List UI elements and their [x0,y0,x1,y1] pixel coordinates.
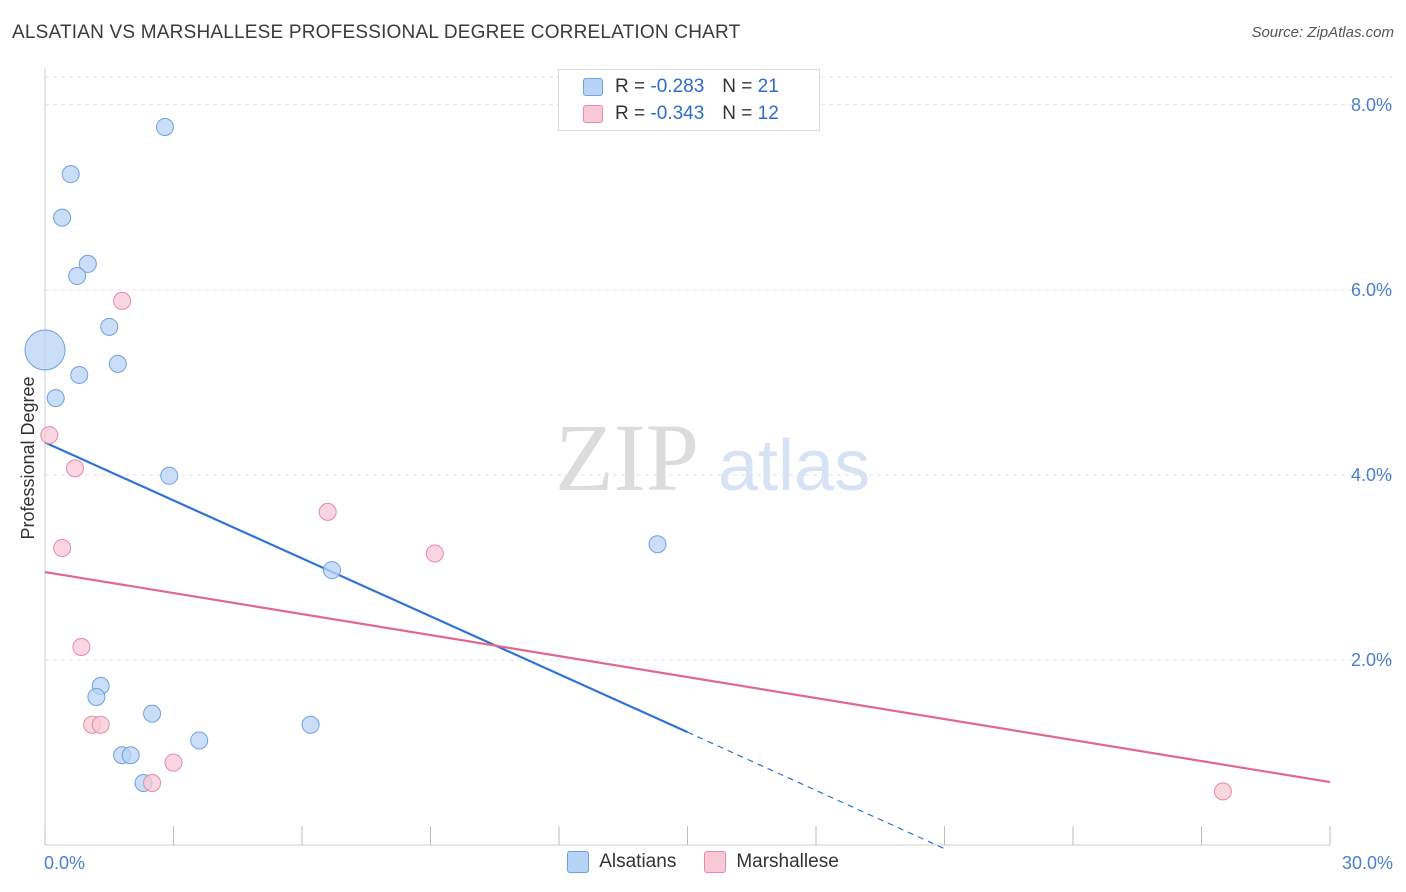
legend-r-value: -0.343 [650,103,705,124]
marshallese-point [425,544,444,563]
legend-row-marshallese: R = -0.343 N = 12 [583,101,779,127]
alsatian-point [70,365,89,384]
marshallese-point [113,291,132,310]
marshallese-point [72,637,91,656]
watermark-zip: ZIP [555,404,699,511]
series-legend-alsatians[interactable]: Alsatians [567,851,676,873]
alsatian-point [61,165,80,184]
y-tick-label: 8.0% [1351,95,1392,115]
x-tick-label-min: 0.0% [44,853,85,873]
alsatian-point [648,535,667,554]
alsatian-swatch [583,78,603,96]
marshallese-swatch [583,105,603,123]
alsatian-point [108,354,127,373]
marshallese-point [1213,782,1232,801]
alsatian-point [143,704,162,723]
tick-labels: 2.0% 4.0% 6.0% 8.0% 0.0% 30.0% [44,95,1393,873]
series-legend: Alsatians Marshallese [0,851,1406,873]
legend-n-label: N = [722,103,753,124]
alsatian-point [160,466,179,485]
data-points [24,117,1232,801]
marshallese-point [91,715,110,734]
alsatian-legend-label: Alsatians [599,851,677,872]
x-tick-label-max: 30.0% [1342,853,1393,873]
gridlines [45,76,1392,661]
marshallese-legend-swatch [704,851,727,873]
watermark: ZIP atlas [555,404,870,511]
alsatian-point [190,731,209,750]
marshallese-trend-line [44,570,1331,784]
legend-row-alsatians: R = -0.283 N = 21 [583,74,779,100]
alsatian-point [24,329,66,371]
series-legend-marshallese[interactable]: Marshallese [704,851,839,873]
legend-r-value: -0.283 [650,76,705,97]
alsatian-point [100,317,119,336]
marshallese-point [65,459,84,478]
y-axis-label: Professional Degree [18,376,38,539]
y-tick-label: 4.0% [1351,465,1392,485]
marshallese-point [318,502,337,521]
legend-r-label: R = [615,103,646,124]
alsatian-point [155,117,174,136]
legend-n-value: 12 [757,103,779,124]
chart-title: ALSATIAN VS MARSHALLESE PROFESSIONAL DEG… [12,22,741,43]
legend-r-label: R = [615,76,646,97]
marshallese-point [53,538,72,557]
legend-n-label: N = [722,76,753,97]
y-tick-label: 2.0% [1351,650,1392,670]
alsatian-point [78,254,97,273]
alsatian-point [68,266,87,285]
legend: R = -0.283 N = 21 R = -0.343 N = 12 [558,69,820,131]
alsatian-trend-line [44,441,688,734]
alsatian-point [322,561,341,580]
source-label: Source: ZipAtlas.com [1251,24,1394,41]
trend-lines [44,441,1331,850]
legend-n-value: 21 [757,76,779,97]
marshallese-point [164,753,183,772]
alsatian-trend-extension [687,731,945,850]
marshallese-point [40,426,59,445]
axes [44,68,1331,846]
y-tick-label: 6.0% [1351,280,1392,300]
alsatian-point [121,746,140,765]
marshallese-point [143,774,162,793]
alsatian-point [301,715,320,734]
alsatian-point [46,389,65,408]
marshallese-legend-label: Marshallese [736,851,839,872]
alsatian-legend-swatch [567,851,590,873]
alsatian-point [53,208,72,227]
alsatian-point [87,687,106,706]
watermark-atlas: atlas [718,426,870,506]
